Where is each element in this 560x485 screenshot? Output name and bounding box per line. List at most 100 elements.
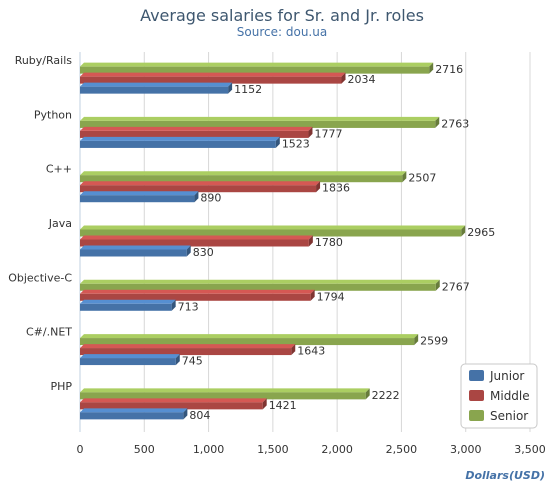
data-label: 2716: [435, 63, 463, 76]
bar-top-face: [80, 334, 419, 339]
data-label: 2965: [467, 226, 495, 239]
bar-side-face: [341, 72, 346, 84]
bar-middle: [80, 72, 346, 84]
bar-top-face: [80, 126, 313, 131]
bar-side-face: [275, 136, 280, 148]
bar-front-face: [80, 130, 309, 138]
bar-junior: [80, 82, 233, 94]
bar-top-face: [80, 136, 280, 141]
y-category-label: Objective-C: [8, 271, 72, 284]
bar-middle: [80, 235, 313, 247]
bar-front-face: [80, 412, 184, 420]
bar-front-face: [80, 239, 309, 247]
legend-label-senior: Senior: [490, 409, 528, 423]
data-label: 804: [189, 409, 210, 422]
y-category-label: C#/.NET: [26, 326, 72, 339]
y-category-label: Python: [34, 108, 72, 121]
data-label: 890: [200, 192, 221, 205]
bar-front-face: [80, 402, 263, 410]
bar-junior: [80, 136, 280, 148]
bar-senior: [80, 334, 419, 346]
bar-top-face: [80, 191, 199, 196]
data-label: 830: [193, 246, 214, 259]
bar-side-face: [194, 191, 199, 203]
bar-top-face: [80, 72, 346, 77]
legend-label-middle: Middle: [490, 389, 530, 403]
bar-side-face: [228, 82, 233, 94]
data-label: 2507: [408, 172, 436, 185]
bar-top-face: [80, 289, 315, 294]
bar-front-face: [80, 293, 311, 301]
bar-side-face: [429, 62, 434, 74]
bar-front-face: [80, 195, 195, 203]
bar-top-face: [80, 116, 440, 121]
bar-front-face: [80, 66, 430, 74]
x-tick-label: 2,500: [386, 443, 418, 456]
x-axis-title: Dollars(USD): [465, 469, 545, 482]
bar-side-face: [308, 235, 313, 247]
bar-front-face: [80, 338, 415, 346]
bar-side-face: [435, 116, 440, 128]
data-label: 2222: [372, 389, 400, 402]
bar-middle: [80, 344, 296, 356]
bar-junior: [80, 354, 180, 366]
bar-front-face: [80, 229, 462, 237]
bar-senior: [80, 62, 434, 74]
x-tick-label: 3,000: [450, 443, 482, 456]
bar-top-face: [80, 299, 176, 304]
chart-title: Average salaries for Sr. and Jr. roles: [140, 6, 424, 25]
legend-swatch-middle: [469, 390, 484, 401]
bar-middle: [80, 181, 321, 193]
bar-top-face: [80, 388, 370, 393]
bar-side-face: [461, 225, 466, 237]
bar-top-face: [80, 62, 434, 67]
bar-middle: [80, 126, 313, 138]
bar-senior: [80, 116, 440, 128]
bar-front-face: [80, 175, 403, 183]
y-category-label: C++: [46, 163, 72, 176]
y-category-label: Ruby/Rails: [15, 54, 73, 67]
data-label: 2763: [441, 117, 469, 130]
bar-top-face: [80, 398, 267, 403]
bar-top-face: [80, 82, 233, 87]
bar-senior: [80, 279, 440, 291]
axes: 0 500 1,000 1,500 2,000 2,500 3,000 3,500 Ruby/R…: [8, 52, 546, 456]
bar-front-face: [80, 249, 187, 257]
legend: Junior Middle Senior: [460, 363, 538, 429]
bar-top-face: [80, 225, 466, 230]
data-label: 1523: [282, 137, 310, 150]
bar-side-face: [175, 354, 180, 366]
data-label: 1794: [317, 290, 345, 303]
bar-front-face: [80, 120, 436, 128]
legend-swatch-junior: [469, 370, 484, 381]
data-label: 745: [182, 355, 203, 368]
legend-label-junior: Junior: [489, 369, 524, 383]
x-tick-label: 0: [77, 443, 84, 456]
x-tick-label: 1,000: [193, 443, 225, 456]
bar-side-face: [310, 289, 315, 301]
bar-middle: [80, 398, 267, 410]
bar-senior: [80, 171, 407, 183]
bar-side-face: [402, 171, 407, 183]
bar-front-face: [80, 185, 317, 193]
bar-front-face: [80, 86, 229, 94]
x-tick-label: 500: [134, 443, 155, 456]
chart-subtitle: Source: dou.ua: [237, 25, 327, 39]
bar-junior: [80, 245, 191, 257]
bar-top-face: [80, 235, 313, 240]
bars: [80, 62, 466, 420]
bar-front-face: [80, 392, 366, 400]
bar-side-face: [365, 388, 370, 400]
y-category-label: PHP: [50, 380, 72, 393]
bar-top-face: [80, 171, 407, 176]
x-tick-label: 2,000: [321, 443, 353, 456]
bar-front-face: [80, 140, 276, 148]
bar-top-face: [80, 354, 180, 359]
data-label: 2767: [442, 280, 470, 293]
bar-junior: [80, 299, 176, 311]
bar-side-face: [183, 408, 188, 420]
bar-top-face: [80, 408, 188, 413]
bar-middle: [80, 289, 315, 301]
y-category-label: Java: [48, 217, 72, 230]
bar-top-face: [80, 344, 296, 349]
